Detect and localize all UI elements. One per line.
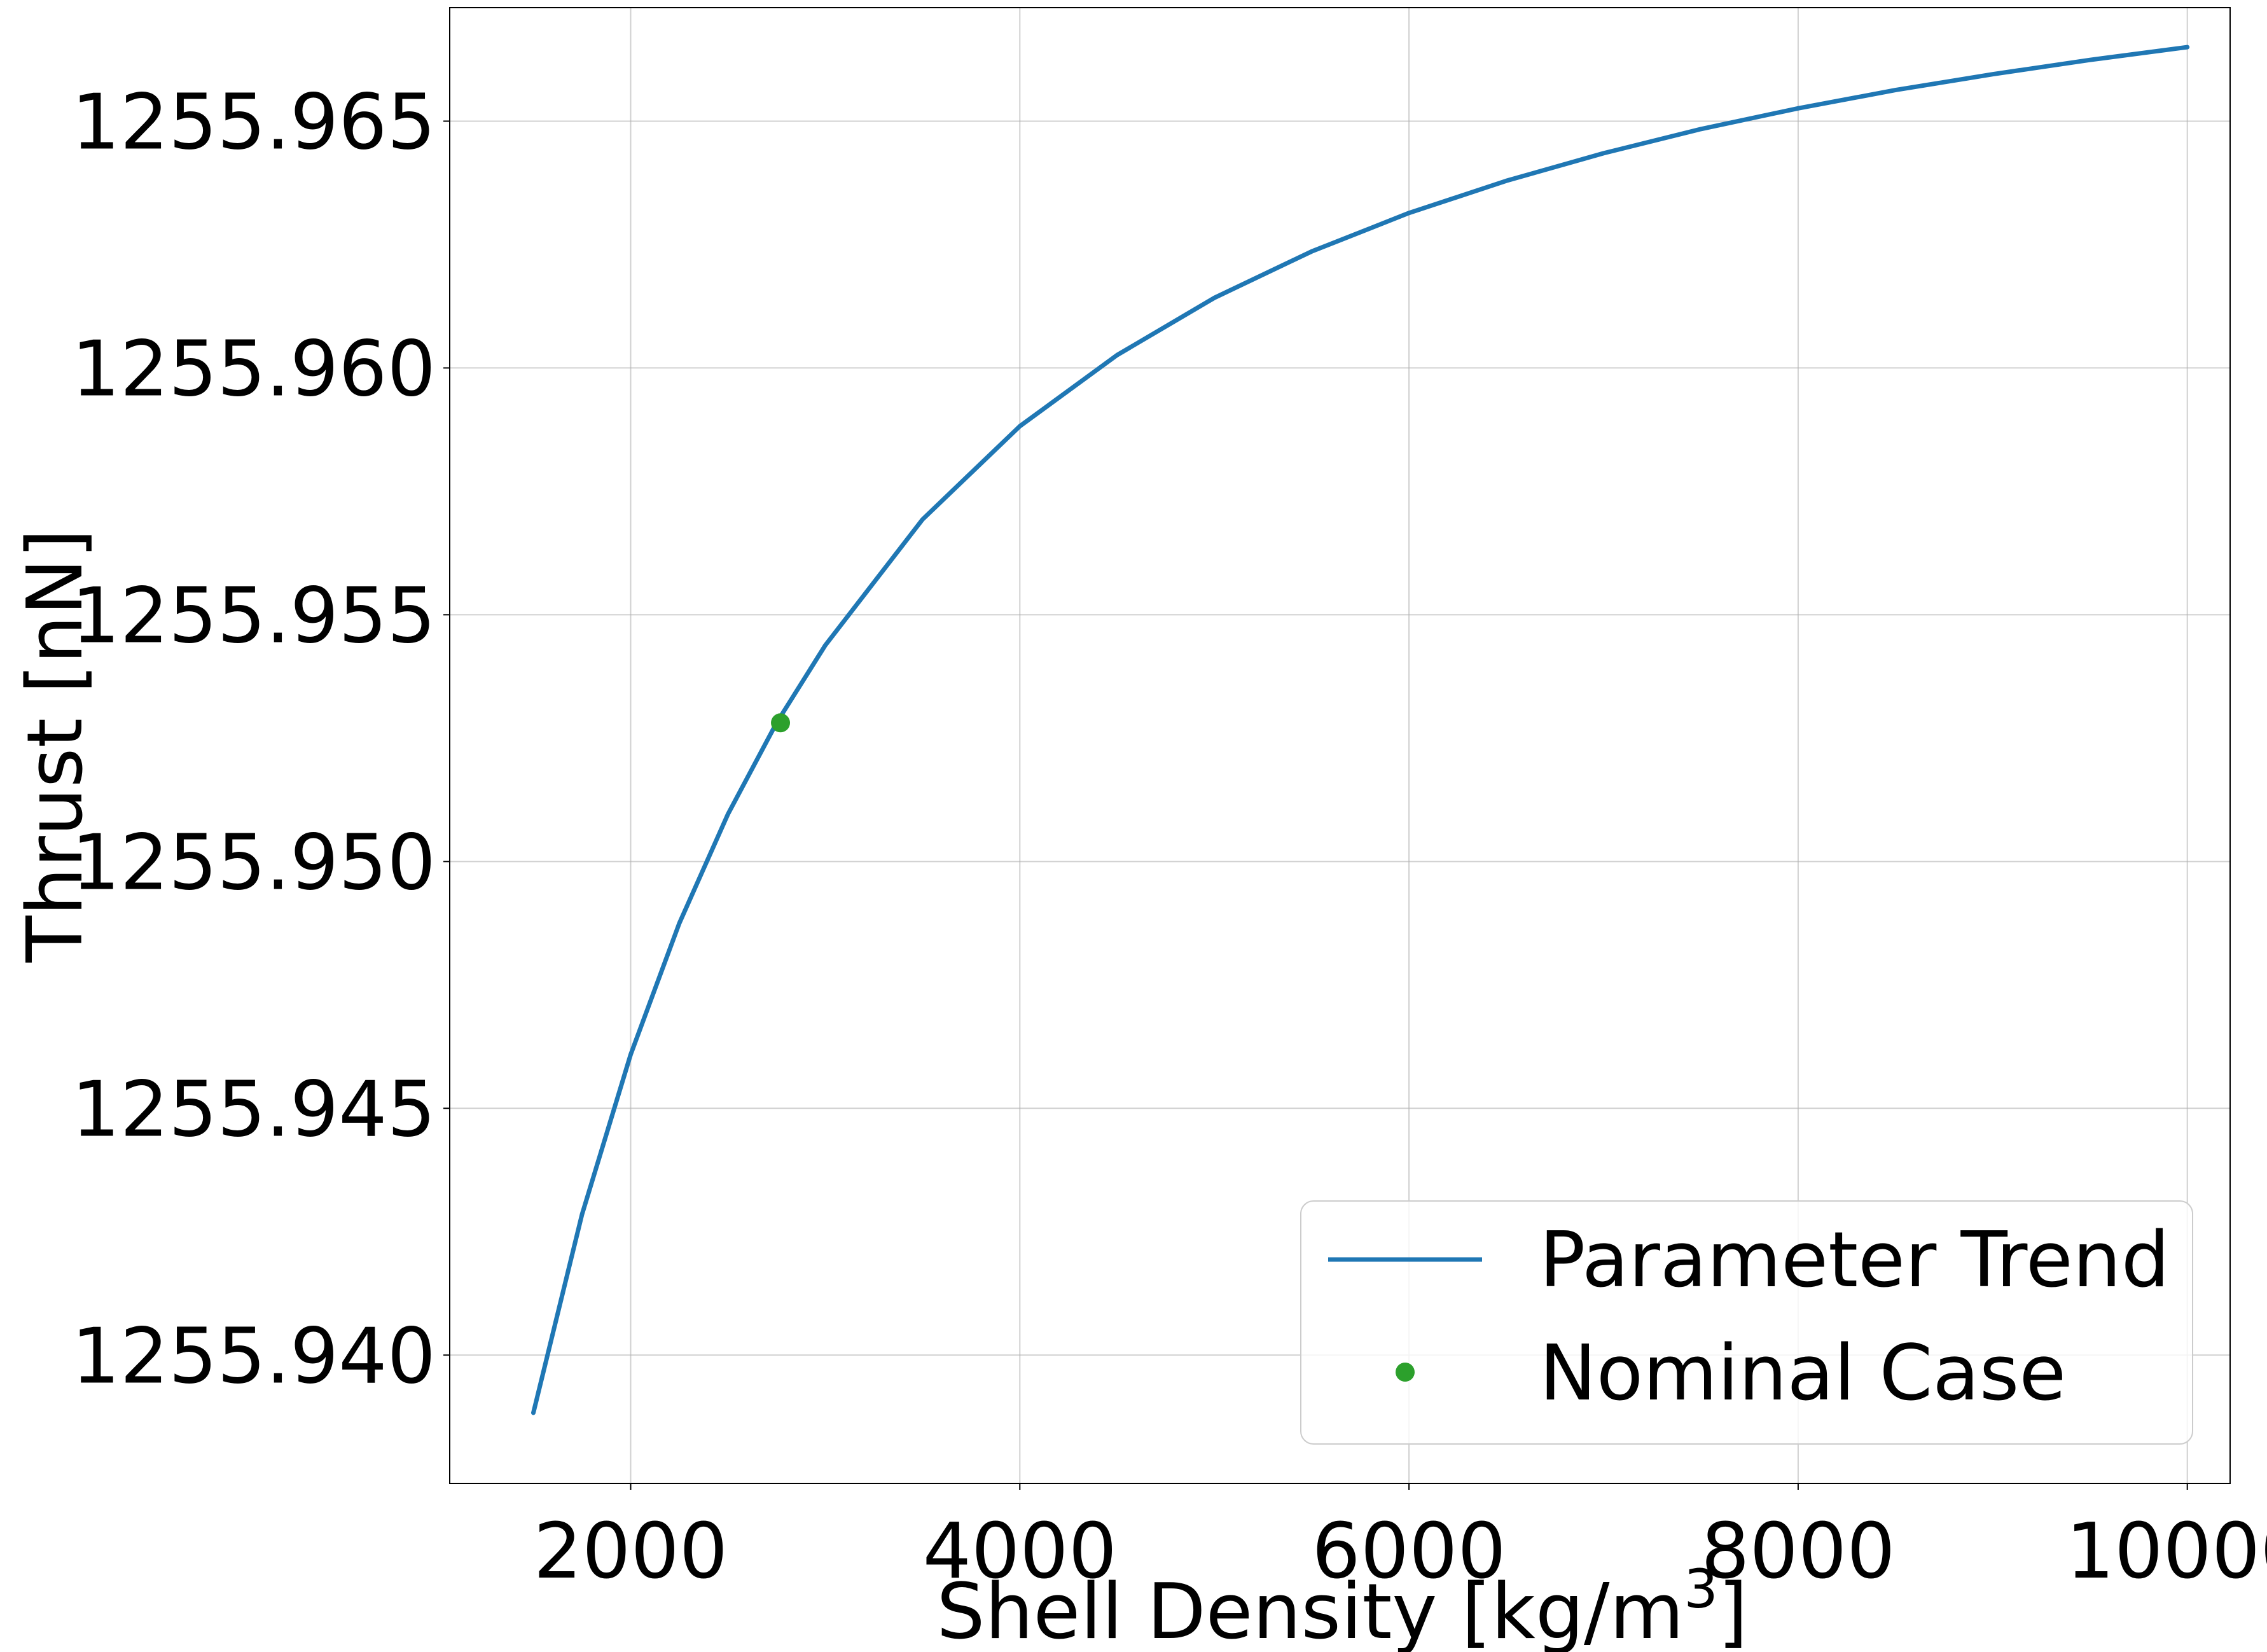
x-axis-label-tail: ] [1718,1568,1748,1652]
y-tick-label: 1255.955 [71,572,436,660]
legend-marker-swatch [1396,1363,1415,1382]
x-axis-label-superscript: 3 [1684,1558,1717,1620]
x-axis-label: Shell Density [kg/m3] [936,1558,1747,1652]
x-tick-label: 2000 [534,1508,728,1596]
y-tick-label: 1255.945 [71,1065,436,1154]
legend-label-nominal-case: Nominal Case [1539,1329,2066,1418]
y-axis-label: Thrust [nN] [11,529,100,963]
x-axis-label-main: Shell Density [kg/m [936,1568,1684,1652]
y-tick-label: 1255.965 [71,78,436,167]
nominal-case-point [771,713,790,732]
x-tick-label: 10000 [2066,1508,2267,1596]
y-tick-label: 1255.940 [71,1312,436,1401]
legend-label-parameter-trend: Parameter Trend [1539,1216,2170,1305]
legend: Parameter Trend Nominal Case [1301,1201,2193,1444]
y-tick-label: 1255.950 [71,819,436,907]
y-tick-label: 1255.960 [71,325,436,413]
